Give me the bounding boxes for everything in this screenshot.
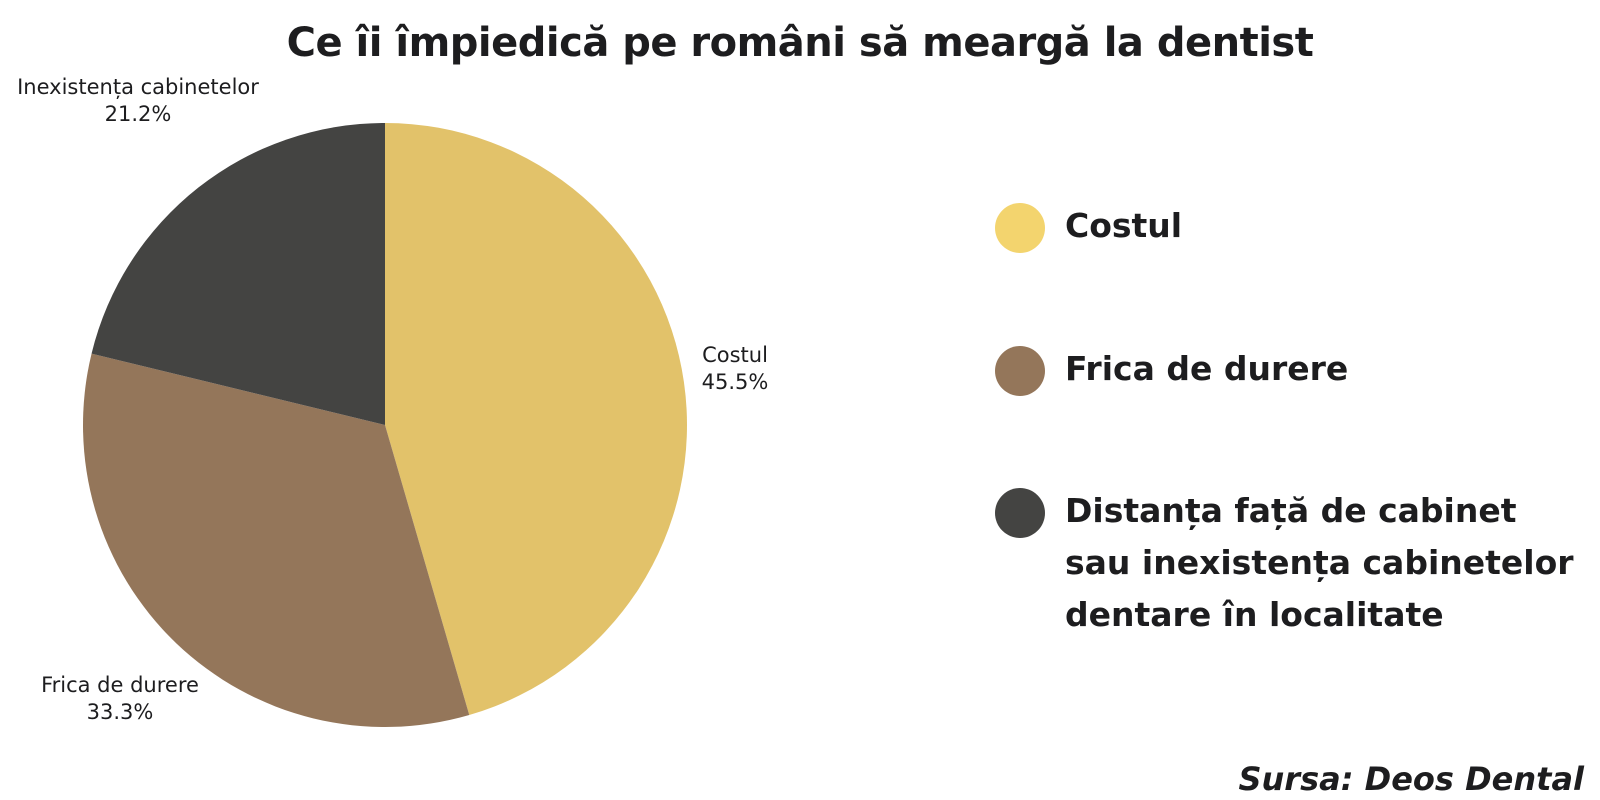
legend-label-costul: Costul — [1065, 206, 1183, 245]
slice-label-1: Costul — [702, 343, 768, 367]
legend-label-distanta: Distanța față de cabinet sau inexistența… — [1065, 491, 1574, 634]
legend-label-frica: Frica de durere — [1065, 349, 1349, 388]
slice-value-3: 21.2% — [105, 102, 172, 126]
pie-slice-2 — [83, 353, 470, 727]
slice-label-2: Frica de durere — [41, 673, 199, 697]
pie-chart: Costul 45.5% Frica de durere 33.3% Inexisten… — [17, 75, 769, 727]
legend-swatch-distanta — [995, 488, 1045, 538]
legend-item-costul: Costul — [995, 200, 1585, 253]
source-note: Sursa: Deos Dental — [1238, 760, 1584, 798]
legend-swatch-frica — [995, 346, 1045, 396]
pie-slice-1 — [385, 123, 687, 716]
chart-title: Ce îi împiedică pe români să meargă la d… — [286, 20, 1314, 66]
slice-label-3: Inexistența cabinetelor — [17, 75, 259, 99]
legend-item-distanta: Distanța față de cabinet sau inexistența… — [995, 485, 1585, 641]
slice-value-1: 45.5% — [702, 370, 769, 394]
pie-slice-3 — [91, 123, 386, 425]
legend-swatch-costul — [995, 203, 1045, 253]
slice-value-2: 33.3% — [87, 700, 154, 724]
legend-item-frica: Frica de durere — [995, 343, 1585, 396]
